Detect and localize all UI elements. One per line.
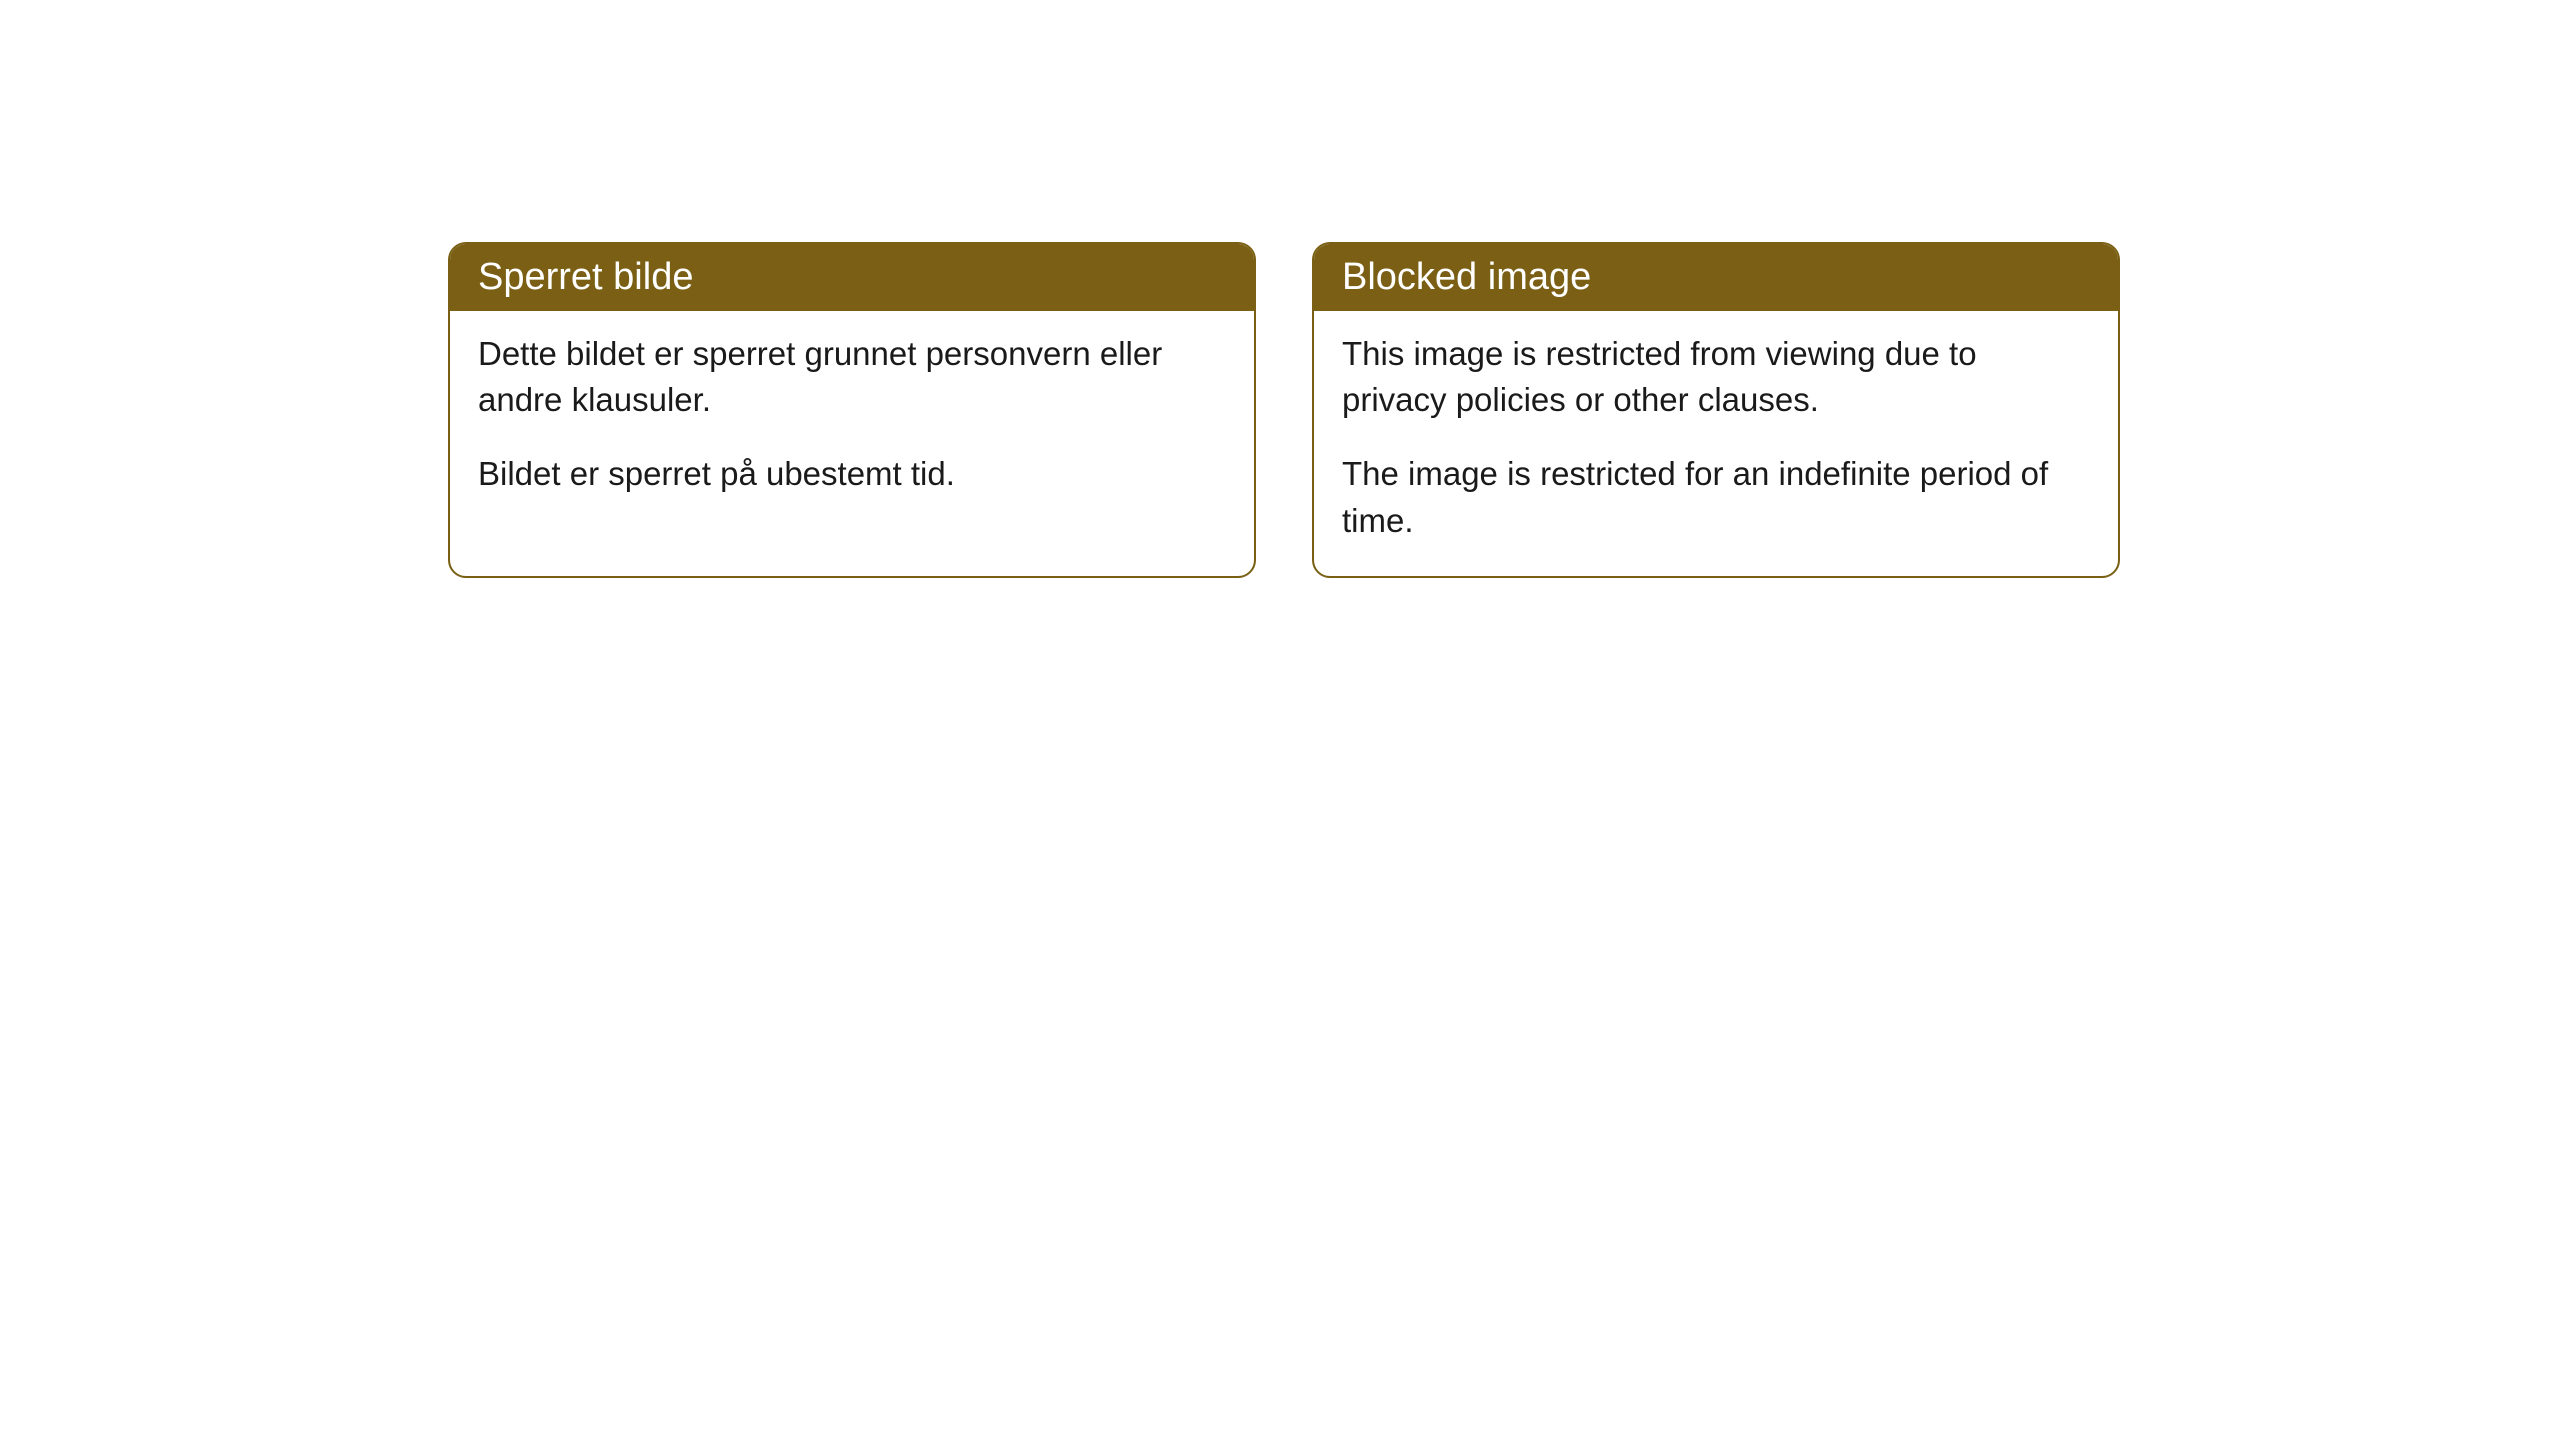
blocked-image-card-no: Sperret bilde Dette bildet er sperret gr… — [448, 242, 1256, 578]
card-header-en: Blocked image — [1314, 244, 2118, 311]
card-header-no: Sperret bilde — [450, 244, 1254, 311]
card-paragraph-1-no: Dette bildet er sperret grunnet personve… — [478, 331, 1226, 423]
card-paragraph-2-no: Bildet er sperret på ubestemt tid. — [478, 451, 1226, 497]
cards-container: Sperret bilde Dette bildet er sperret gr… — [0, 0, 2560, 578]
card-paragraph-2-en: The image is restricted for an indefinit… — [1342, 451, 2090, 543]
blocked-image-card-en: Blocked image This image is restricted f… — [1312, 242, 2120, 578]
card-body-en: This image is restricted from viewing du… — [1314, 311, 2118, 576]
card-title-no: Sperret bilde — [478, 256, 693, 298]
card-body-no: Dette bildet er sperret grunnet personve… — [450, 311, 1254, 530]
card-paragraph-1-en: This image is restricted from viewing du… — [1342, 331, 2090, 423]
card-title-en: Blocked image — [1342, 256, 1591, 298]
